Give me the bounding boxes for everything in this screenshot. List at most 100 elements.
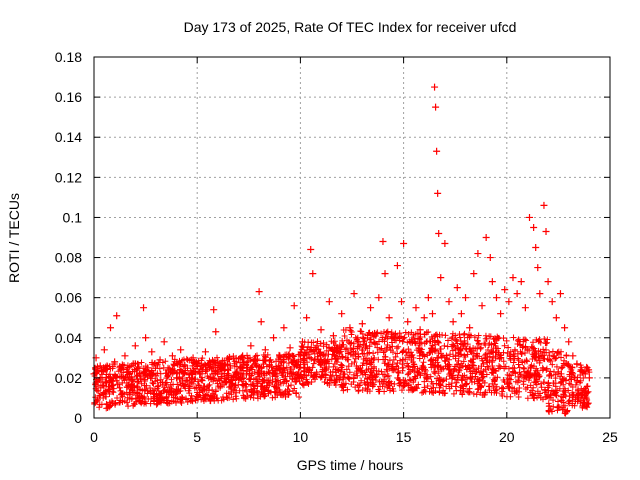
data-point <box>445 298 453 306</box>
data-point <box>131 342 139 350</box>
data-point <box>462 294 470 302</box>
data-point <box>94 378 102 386</box>
x-tick-label: 25 <box>602 429 618 445</box>
data-point <box>358 320 366 328</box>
data-point <box>265 362 273 370</box>
data-point <box>482 234 490 241</box>
data-point <box>142 334 150 342</box>
data-point <box>362 342 370 350</box>
data-point <box>398 298 406 306</box>
data-point <box>286 344 294 352</box>
data-point <box>181 362 189 370</box>
data-point <box>125 376 133 384</box>
data-point <box>193 360 201 368</box>
data-point <box>526 213 534 221</box>
data-point <box>517 278 525 286</box>
grid-lines <box>94 57 610 418</box>
data-point <box>113 312 121 320</box>
data-point <box>325 298 333 306</box>
data-point <box>565 338 573 346</box>
data-point <box>346 324 354 332</box>
axis-ticks <box>93 56 611 419</box>
data-point <box>379 238 387 246</box>
data-point <box>156 356 164 364</box>
data-point <box>375 294 383 302</box>
data-point <box>117 366 125 374</box>
tick-labels: 0 0.02 0.04 0.06 0.08 0.1 0.12 0.14 0.16 0.18 0 5 10… <box>55 49 618 445</box>
data-point <box>309 270 317 278</box>
data-point <box>173 374 181 382</box>
x-tick-label: 20 <box>499 429 515 445</box>
y-axis-label: ROTI / TECUs <box>6 193 22 283</box>
data-point <box>556 290 564 298</box>
data-point <box>585 374 593 382</box>
x-tick-label: 15 <box>396 429 412 445</box>
x-tick-label: 0 <box>90 429 98 445</box>
y-tick-label: 0.06 <box>55 290 82 306</box>
data-point <box>257 318 265 326</box>
data-point <box>144 364 152 372</box>
data-point <box>497 310 505 318</box>
data-point <box>428 310 436 318</box>
data-point <box>354 338 362 346</box>
data-point <box>552 314 560 322</box>
data-point <box>424 294 432 302</box>
data-points <box>90 83 593 392</box>
data-point <box>96 362 104 370</box>
data-point <box>140 304 148 312</box>
data-point <box>431 83 439 91</box>
data-point <box>100 346 108 354</box>
data-point <box>408 336 416 344</box>
data-point <box>201 348 209 356</box>
dense-marker-band <box>91 327 593 417</box>
data-point <box>437 274 445 282</box>
data-point <box>129 360 137 368</box>
data-point <box>486 254 494 262</box>
data-point <box>449 318 457 326</box>
data-point <box>247 342 255 350</box>
data-point <box>148 348 156 356</box>
y-tick-label: 0 <box>74 410 82 426</box>
dense-roti-band <box>91 327 593 417</box>
data-point <box>488 278 496 286</box>
data-point <box>420 314 428 322</box>
data-point <box>536 290 544 298</box>
data-point <box>505 298 513 306</box>
data-point <box>214 358 222 366</box>
data-point <box>218 370 226 378</box>
data-point <box>251 356 259 364</box>
data-point <box>338 310 346 318</box>
data-point <box>470 270 478 278</box>
data-point <box>569 352 577 360</box>
data-point <box>313 342 321 350</box>
data-point <box>111 358 119 366</box>
data-point <box>400 240 408 248</box>
data-point <box>177 346 185 354</box>
data-point <box>532 244 540 252</box>
data-point <box>290 302 298 310</box>
x-axis-label: GPS time / hours <box>297 457 404 473</box>
data-point <box>334 344 342 352</box>
data-point <box>168 352 176 360</box>
data-point <box>329 332 337 340</box>
data-point <box>107 324 115 332</box>
y-tick-label: 0.12 <box>55 169 82 185</box>
data-point <box>457 310 465 318</box>
y-tick-label: 0.02 <box>55 370 82 386</box>
data-point <box>294 358 302 366</box>
data-point <box>501 286 509 294</box>
data-point <box>152 372 160 380</box>
data-point <box>521 304 529 312</box>
data-point <box>317 326 325 334</box>
data-point <box>160 338 168 346</box>
data-point <box>298 338 306 346</box>
data-point <box>540 201 548 209</box>
data-point <box>342 354 350 362</box>
data-point <box>276 352 284 360</box>
data-point <box>226 362 234 370</box>
data-point <box>581 370 589 378</box>
data-point <box>434 189 442 197</box>
data-point <box>435 229 443 237</box>
data-point <box>234 374 242 382</box>
data-point <box>381 270 389 278</box>
